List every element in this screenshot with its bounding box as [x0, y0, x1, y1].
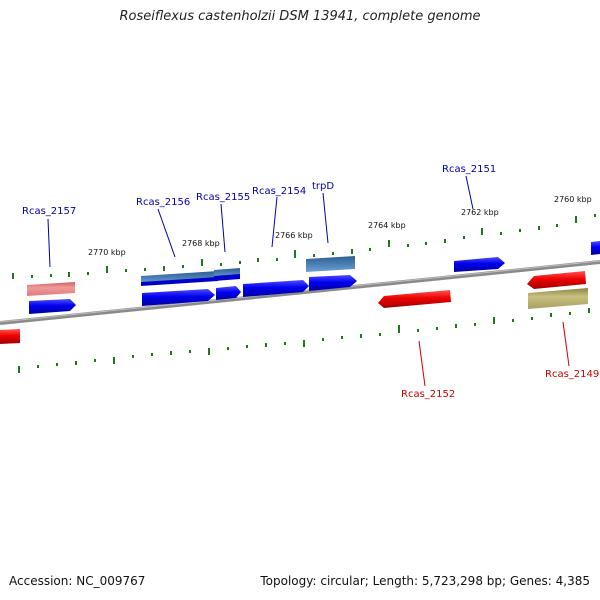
gene-partial-red-left[interactable]: [0, 329, 20, 344]
scale-label-2770: 2770 kbp: [88, 248, 126, 257]
gene-label-rcas-2152[interactable]: Rcas_2152: [401, 389, 455, 400]
gene-rcas-2149-arrow[interactable]: [527, 271, 586, 289]
accession-text: Accession: NC_009767: [9, 574, 146, 588]
upper-tick-track: [12, 214, 596, 279]
gene-rcas-2149-olive[interactable]: [528, 288, 588, 309]
gene-rcas-2154-arrow[interactable]: [243, 280, 309, 297]
gene-trpd-steel[interactable]: [306, 256, 355, 272]
lower-tick-track: [18, 308, 590, 373]
genome-title: Roseiflexus castenholzii DSM 13941, comp…: [119, 9, 481, 24]
scale-label-2762: 2762 kbp: [461, 208, 499, 217]
gene-trpd-arrow[interactable]: [309, 275, 357, 291]
scale-label-2766: 2766 kbp: [275, 231, 313, 240]
blue-leader-lines: [47, 175, 474, 268]
gene-rcas-2152-arrow[interactable]: [378, 290, 451, 308]
gene-rcas-2151-arrow[interactable]: [454, 257, 505, 272]
gene-rcas-2157-pale[interactable]: [27, 282, 75, 296]
gene-rcas-2156-arrow[interactable]: [142, 289, 215, 306]
gene-rcas-2157-arrow[interactable]: [29, 299, 76, 314]
gene-rcas-2156-steel-blue-band[interactable]: [141, 277, 218, 286]
genome-backbone: [0, 260, 600, 325]
topology-summary-text: Topology: circular; Length: 5,723,298 bp…: [260, 574, 590, 588]
scale-label-2760: 2760 kbp: [554, 195, 592, 204]
scale-label-2764: 2764 kbp: [368, 221, 406, 230]
gene-label-rcas-2157[interactable]: Rcas_2157: [22, 206, 76, 217]
gene-label-rcas-2156[interactable]: Rcas_2156: [136, 197, 190, 208]
gene-rcas-2155-blue-band[interactable]: [214, 274, 240, 281]
gene-rcas-2155-arrow[interactable]: [216, 286, 241, 300]
gene-partial-blue-arrow[interactable]: [591, 241, 600, 255]
scale-label-2768: 2768 kbp: [182, 239, 220, 248]
gene-label-rcas-2155[interactable]: Rcas_2155: [196, 192, 250, 203]
gene-label-trpd[interactable]: trpD: [312, 181, 334, 192]
gene-label-rcas-2151[interactable]: Rcas_2151: [442, 164, 496, 175]
gene-label-rcas-2149[interactable]: Rcas_2149: [545, 369, 599, 380]
gene-label-rcas-2154[interactable]: Rcas_2154: [252, 186, 306, 197]
red-leader-lines: [418, 321, 570, 387]
